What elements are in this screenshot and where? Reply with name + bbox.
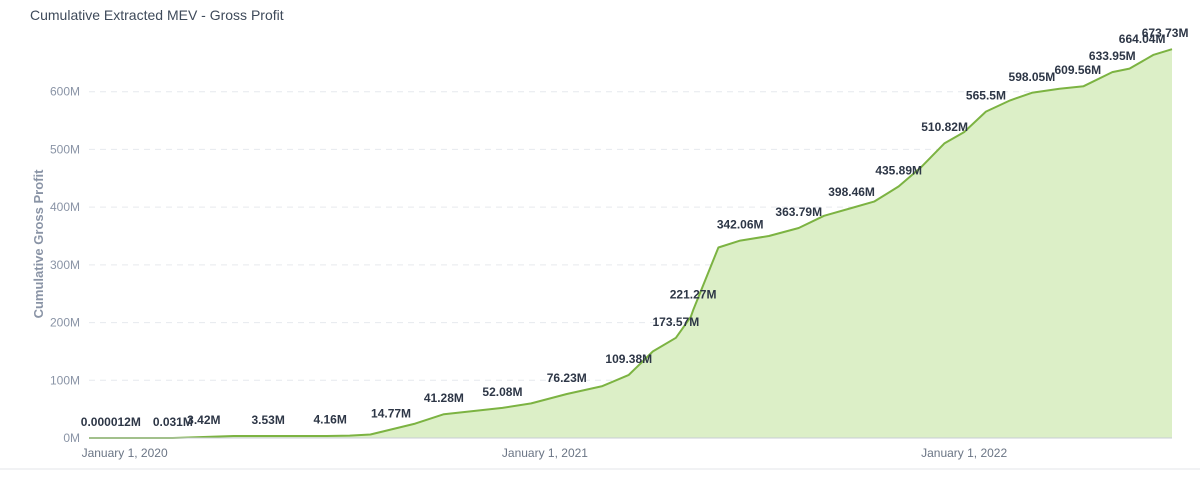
y-tick-label: 600M	[50, 85, 80, 99]
data-label: 0.000012M	[81, 415, 141, 429]
y-tick-label: 100M	[50, 373, 80, 387]
data-label: 435.89M	[875, 163, 922, 177]
y-axis-label: Cumulative Gross Profit	[31, 169, 46, 318]
data-label: 673.73M	[1142, 26, 1189, 40]
series-line	[89, 48, 1173, 439]
x-tick-label: January 1, 2020	[82, 446, 168, 460]
data-label: 76.23M	[547, 371, 587, 385]
chart-title: Cumulative Extracted MEV - Gross Profit	[30, 7, 284, 23]
area-series	[89, 48, 1173, 439]
data-label: 4.16M	[313, 413, 346, 427]
data-label: 565.5M	[966, 89, 1006, 103]
y-tick-label: 300M	[50, 258, 80, 272]
data-label: 363.79M	[775, 205, 822, 219]
data-label: 0.031M	[153, 415, 193, 429]
data-label: 609.56M	[1054, 63, 1101, 77]
data-label: 3.53M	[251, 413, 284, 427]
axes: 0M 100M 200M 300M 400M 500M 600M Cumulative Gro…	[0, 85, 1200, 470]
x-tick-label: January 1, 2021	[502, 446, 588, 460]
data-label: 173.57M	[653, 315, 700, 329]
data-label: 633.95M	[1089, 49, 1136, 63]
area-fill	[89, 49, 1172, 438]
y-tick-label: 500M	[50, 142, 80, 156]
data-label: 41.28M	[424, 391, 464, 405]
data-label: 109.38M	[605, 352, 652, 366]
data-label: 221.27M	[670, 287, 717, 301]
y-tick-label: 400M	[50, 200, 80, 214]
data-label: 3.42M	[187, 413, 220, 427]
data-label: 598.05M	[1009, 70, 1056, 84]
data-label: 398.46M	[828, 185, 875, 199]
data-label: 510.82M	[921, 120, 968, 134]
data-label: 664.04M	[1119, 32, 1166, 46]
y-tick-label: 0M	[63, 431, 80, 445]
data-label: 342.06M	[717, 218, 764, 232]
y-tick-label: 200M	[50, 316, 80, 330]
x-tick-label: January 1, 2022	[921, 446, 1007, 460]
data-label: 52.08M	[482, 385, 522, 399]
data-label: 14.77M	[371, 406, 411, 420]
